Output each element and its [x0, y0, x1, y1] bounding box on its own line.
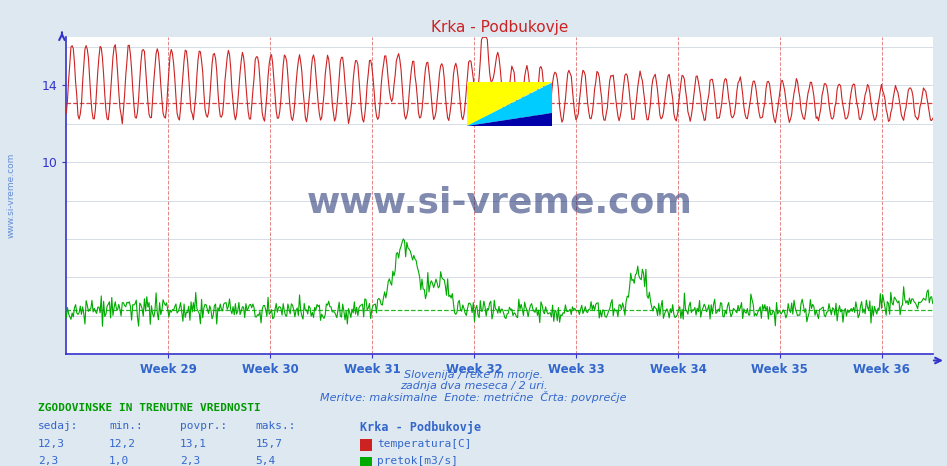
- Text: ZGODOVINSKE IN TRENUTNE VREDNOSTI: ZGODOVINSKE IN TRENUTNE VREDNOSTI: [38, 403, 260, 413]
- Text: 2,3: 2,3: [38, 456, 58, 466]
- Text: 5,4: 5,4: [256, 456, 276, 466]
- Text: Slovenija / reke in morje.: Slovenija / reke in morje.: [404, 370, 543, 380]
- Polygon shape: [467, 82, 552, 126]
- Text: povpr.:: povpr.:: [180, 421, 227, 431]
- Text: www.si-vreme.com: www.si-vreme.com: [307, 185, 692, 219]
- Text: temperatura[C]: temperatura[C]: [377, 439, 472, 448]
- Title: Krka - Podbukovje: Krka - Podbukovje: [431, 20, 568, 35]
- Text: maks.:: maks.:: [256, 421, 296, 431]
- Text: min.:: min.:: [109, 421, 143, 431]
- Text: sedaj:: sedaj:: [38, 421, 79, 431]
- Text: 12,3: 12,3: [38, 439, 65, 448]
- Text: 13,1: 13,1: [180, 439, 207, 448]
- Text: 12,2: 12,2: [109, 439, 136, 448]
- Polygon shape: [467, 82, 552, 126]
- Polygon shape: [467, 113, 552, 126]
- Text: Krka - Podbukovje: Krka - Podbukovje: [360, 421, 481, 434]
- Text: 2,3: 2,3: [180, 456, 200, 466]
- Text: 1,0: 1,0: [109, 456, 129, 466]
- Text: 15,7: 15,7: [256, 439, 283, 448]
- Text: zadnja dva meseca / 2 uri.: zadnja dva meseca / 2 uri.: [400, 381, 547, 391]
- Text: www.si-vreme.com: www.si-vreme.com: [7, 153, 16, 239]
- Text: Meritve: maksimalne  Enote: metrične  Črta: povprečje: Meritve: maksimalne Enote: metrične Črta…: [320, 391, 627, 403]
- Text: pretok[m3/s]: pretok[m3/s]: [377, 456, 458, 466]
